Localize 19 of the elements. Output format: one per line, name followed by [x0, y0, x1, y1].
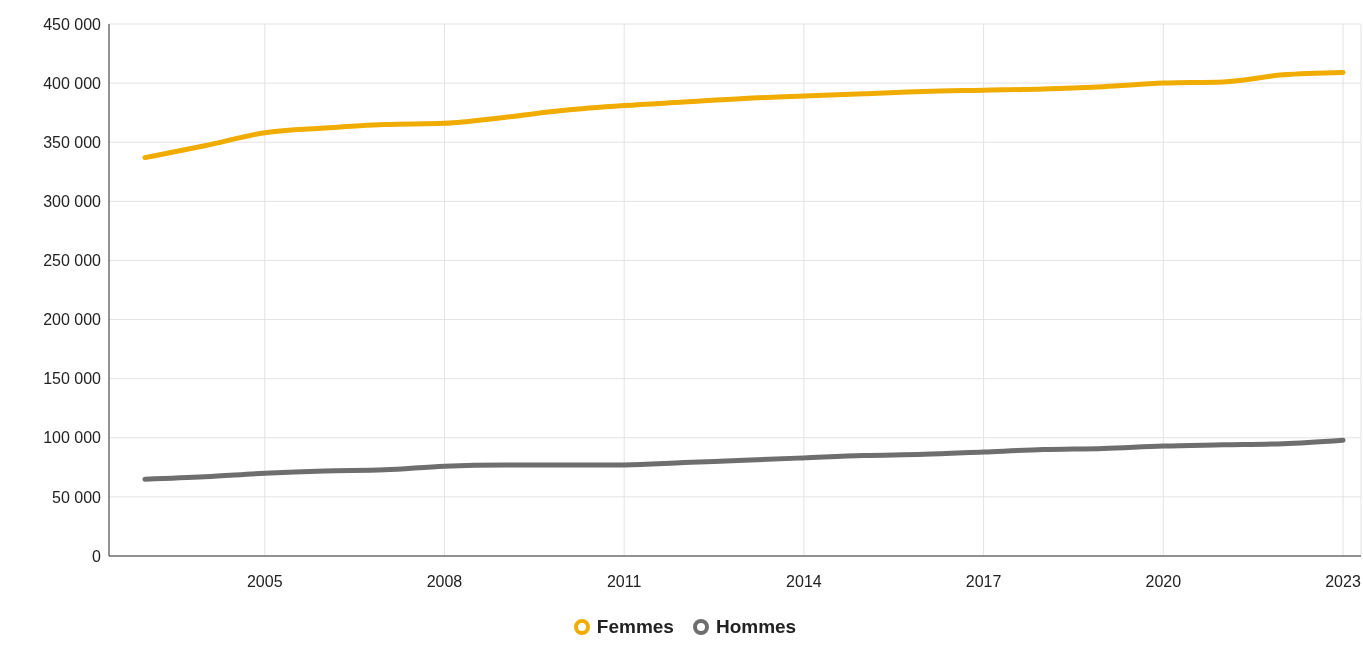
y-tick-label: 200 000	[43, 311, 102, 329]
legend-label: Femmes	[595, 616, 674, 638]
x-tick-label: 2017	[965, 573, 1002, 591]
x-tick-label: 2011	[606, 573, 642, 591]
y-tick-label: 300 000	[43, 193, 102, 211]
y-tick-label: 350 000	[43, 133, 102, 151]
y-tick-label: 100 000	[43, 429, 102, 447]
y-tick-label: 400 000	[43, 74, 102, 92]
x-tick-label: 2020	[1145, 573, 1182, 591]
x-tick-label: 2005	[246, 573, 283, 591]
y-tick-label: 150 000	[43, 370, 102, 388]
y-tick-label: 250 000	[43, 252, 102, 270]
x-tick-label: 2008	[426, 573, 463, 591]
y-tick-label: 50 000	[52, 488, 102, 506]
y-tick-label: 450 000	[43, 15, 102, 33]
x-tick-label: 2023	[1325, 573, 1361, 591]
legend-label: Hommes	[714, 616, 797, 638]
y-tick-label: 0	[92, 547, 102, 565]
x-tick-label: 2014	[786, 573, 822, 591]
